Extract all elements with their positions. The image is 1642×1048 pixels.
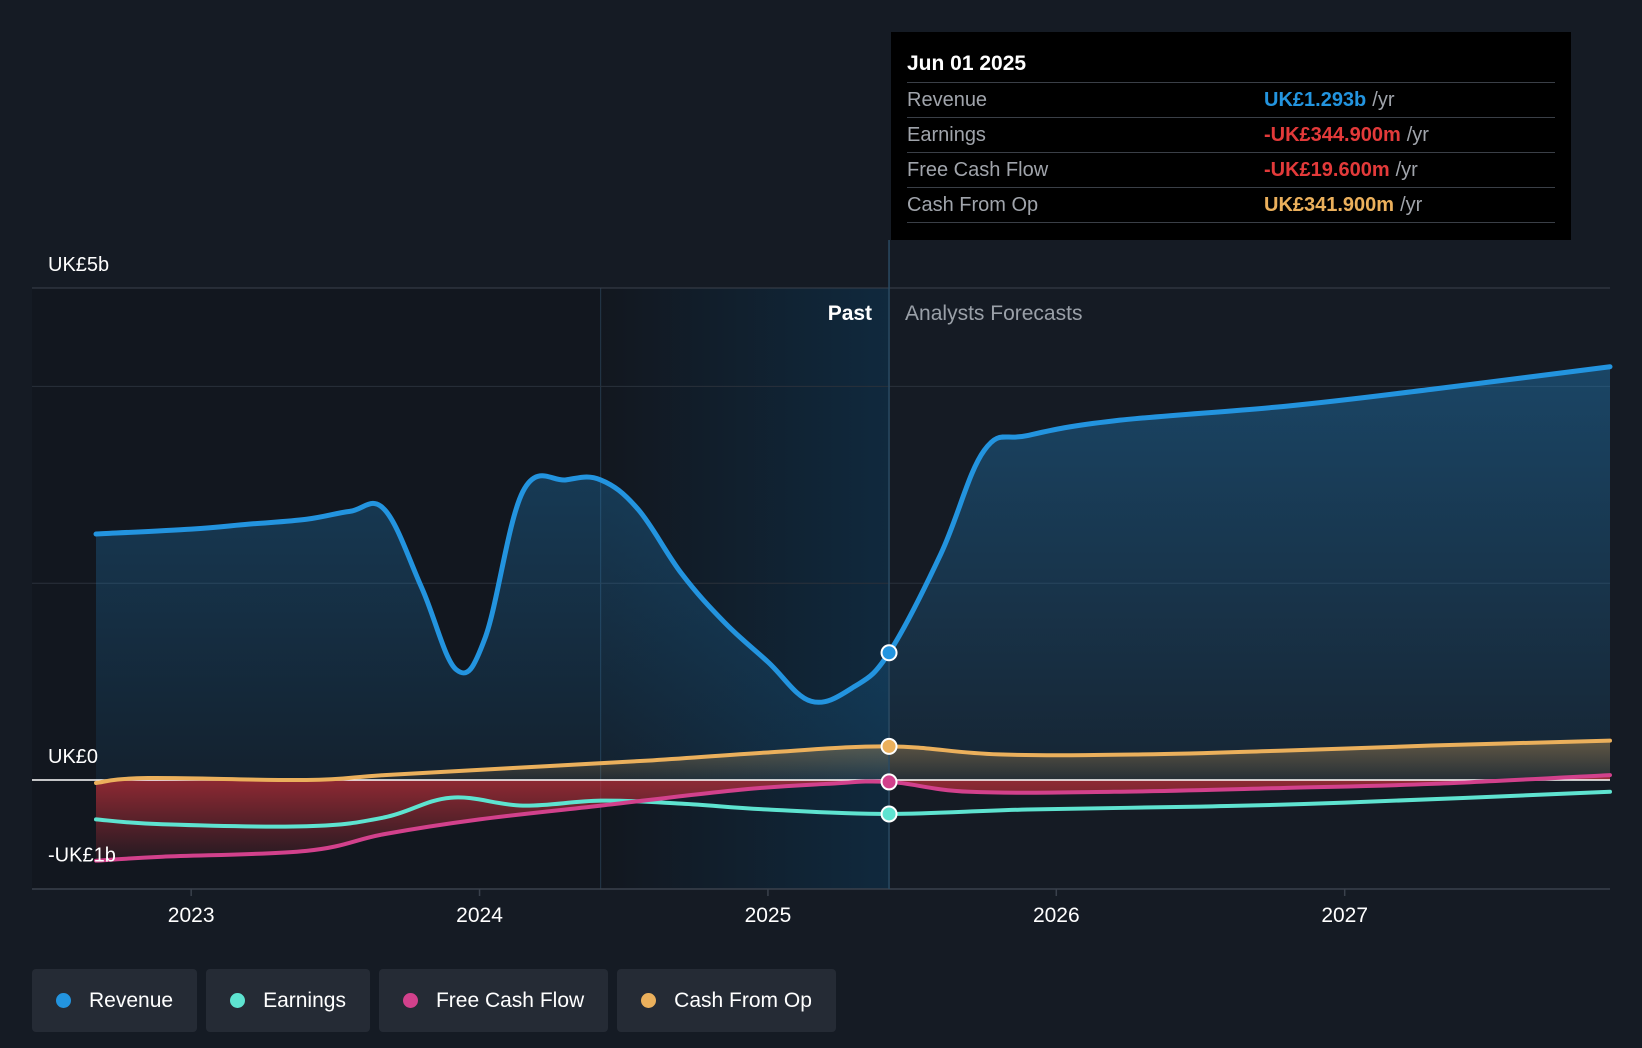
marker-free-cash-flow bbox=[880, 773, 898, 791]
legend-dot-icon bbox=[56, 993, 71, 1008]
marker-revenue bbox=[880, 644, 898, 662]
area-free-cash-flow bbox=[96, 775, 1610, 861]
x-tick-label: 2024 bbox=[456, 904, 503, 927]
tooltip-label: Cash From Op bbox=[907, 194, 1039, 216]
tooltip-value: -UK£19.600m bbox=[1264, 159, 1390, 181]
tooltip-date: Jun 01 2025 bbox=[907, 52, 1027, 75]
tooltip-value: UK£341.900m bbox=[1264, 194, 1395, 216]
y-tick-label: UK£5b bbox=[48, 254, 109, 276]
tooltip-unit: /yr bbox=[1406, 124, 1429, 146]
legend-label: Revenue bbox=[89, 988, 174, 1012]
tooltip-label: Revenue bbox=[907, 89, 988, 111]
forecast-label: Analysts Forecasts bbox=[905, 302, 1082, 325]
series-lines bbox=[32, 364, 1613, 863]
legend-label: Free Cash Flow bbox=[435, 988, 585, 1012]
legend-item-cash-from-op[interactable]: Cash From Op bbox=[617, 969, 836, 1032]
tooltip-unit: /yr bbox=[1395, 159, 1418, 181]
tooltip-rows: Revenue UK£1.293b/yr Earnings -UK£344.900m /… bbox=[907, 82, 1555, 223]
x-tick-label: 2027 bbox=[1321, 904, 1368, 927]
legend: Revenue Earnings Free Cash Flow Cash From O… bbox=[32, 969, 836, 1032]
line-free-cash-flow bbox=[94, 773, 1612, 863]
marker-earnings bbox=[880, 805, 898, 823]
tooltip: Jun 01 2025 Revenue UK£1.293b/yr Earnings -… bbox=[891, 32, 1571, 240]
y-tick-label: UK£0 bbox=[48, 746, 98, 768]
area-cash-from-op bbox=[96, 740, 1610, 783]
x-tick-label: 2026 bbox=[1033, 904, 1080, 927]
tooltip-row: Earnings -UK£344.900m/yr bbox=[907, 117, 1555, 152]
marker-cash-from-op bbox=[880, 737, 898, 755]
line-revenue bbox=[93, 364, 1613, 705]
line-cash-from-op bbox=[94, 738, 1612, 785]
tooltip-row: Free Cash Flow -UK£19.600m/yr bbox=[907, 152, 1555, 187]
legend-item-free-cash-flow[interactable]: Free Cash Flow bbox=[378, 969, 609, 1032]
tooltip-label: Free Cash Flow bbox=[907, 159, 1049, 181]
legend-dot-icon bbox=[230, 993, 246, 1008]
y-axis-labels: UK£5b UK£0 -UK£1b bbox=[48, 254, 116, 866]
tooltip-unit: /yr bbox=[1400, 194, 1423, 216]
tooltip-value: -UK£344.900m bbox=[1264, 124, 1401, 146]
legend-label: Earnings bbox=[263, 988, 346, 1012]
x-tick-label: 2023 bbox=[168, 904, 215, 927]
series-areas bbox=[96, 366, 1610, 861]
tooltip-unit: /yr bbox=[1372, 89, 1395, 111]
tooltip-row: Cash From Op UK£341.900m/yr bbox=[907, 187, 1555, 223]
legend-item-earnings[interactable]: Earnings bbox=[206, 969, 370, 1032]
area-revenue bbox=[96, 366, 1610, 780]
tooltip-row: Revenue UK£1.293b/yr bbox=[907, 82, 1555, 117]
x-axis-labels: 2023 2024 2025 2026 2027 bbox=[168, 889, 1368, 927]
y-tick-label: -UK£1b bbox=[48, 844, 116, 866]
x-tick-label: 2025 bbox=[745, 904, 792, 927]
legend-dot-icon bbox=[641, 993, 657, 1008]
past-label: Past bbox=[828, 302, 872, 325]
tooltip-value: UK£1.293b bbox=[1264, 89, 1367, 111]
tooltip-label: Earnings bbox=[907, 124, 986, 146]
hover-markers bbox=[880, 644, 898, 823]
legend-dot-icon bbox=[402, 993, 418, 1008]
legend-item-revenue[interactable]: Revenue bbox=[32, 969, 198, 1032]
line-earnings bbox=[94, 789, 1612, 829]
legend-label: Cash From Op bbox=[674, 988, 812, 1012]
